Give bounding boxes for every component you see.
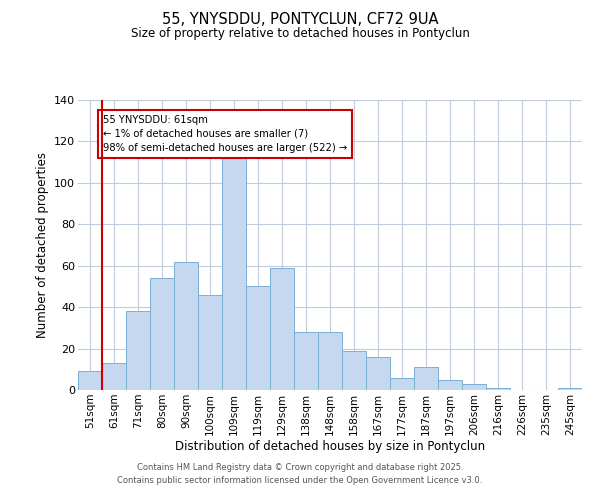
Bar [438, 380, 462, 390]
Bar [174, 262, 198, 390]
Bar [318, 332, 342, 390]
Bar [486, 388, 510, 390]
Bar [126, 312, 150, 390]
Bar [78, 372, 102, 390]
Bar [462, 384, 486, 390]
Bar [342, 350, 366, 390]
Text: Contains public sector information licensed under the Open Government Licence v3: Contains public sector information licen… [118, 476, 482, 485]
Bar [558, 388, 582, 390]
X-axis label: Distribution of detached houses by size in Pontyclun: Distribution of detached houses by size … [175, 440, 485, 454]
Bar [414, 367, 438, 390]
Bar [390, 378, 414, 390]
Bar [270, 268, 294, 390]
Bar [150, 278, 174, 390]
Text: 55 YNYSDDU: 61sqm
← 1% of detached houses are smaller (7)
98% of semi-detached h: 55 YNYSDDU: 61sqm ← 1% of detached house… [103, 114, 347, 152]
Text: Contains HM Land Registry data © Crown copyright and database right 2025.: Contains HM Land Registry data © Crown c… [137, 464, 463, 472]
Bar [102, 363, 126, 390]
Text: Size of property relative to detached houses in Pontyclun: Size of property relative to detached ho… [131, 28, 469, 40]
Text: 55, YNYSDDU, PONTYCLUN, CF72 9UA: 55, YNYSDDU, PONTYCLUN, CF72 9UA [162, 12, 438, 28]
Bar [366, 357, 390, 390]
Bar [198, 294, 222, 390]
Bar [294, 332, 318, 390]
Bar [246, 286, 270, 390]
Bar [222, 156, 246, 390]
Y-axis label: Number of detached properties: Number of detached properties [35, 152, 49, 338]
